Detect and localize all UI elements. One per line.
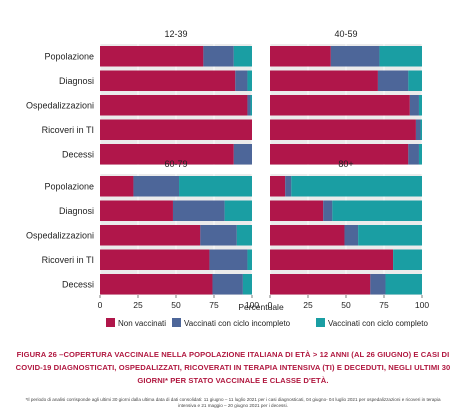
panel-title: 40-59	[334, 29, 357, 39]
bar-segment-2	[377, 70, 409, 91]
x-axis-label: Percentuale	[238, 302, 284, 312]
bar-segment-1	[100, 119, 252, 140]
panel-title: 80+	[338, 159, 353, 169]
bar-segment-2	[409, 95, 419, 116]
bar-segment-3	[247, 70, 252, 91]
bar-segment-1	[100, 225, 201, 246]
x-tick-label: 100	[415, 300, 429, 310]
bar-segment-3	[418, 144, 422, 165]
bar-segment-1	[270, 119, 416, 140]
bar-segment-1	[270, 176, 286, 197]
category-label: Popolazione	[44, 182, 94, 192]
x-tick-label: 75	[209, 300, 219, 310]
bar-segment-2	[415, 119, 421, 140]
bar-segment-1	[100, 249, 210, 270]
bar-segment-1	[100, 144, 234, 165]
category-label: Ricoveri in TI	[42, 125, 94, 135]
legend-swatch	[106, 318, 115, 327]
panel-title: 60-79	[164, 159, 187, 169]
bar-segment-1	[100, 274, 213, 295]
bar-segment-2	[200, 225, 237, 246]
bar-segment-1	[270, 70, 378, 91]
bar-segment-1	[270, 46, 331, 67]
bar-segment-2	[323, 200, 333, 221]
bar-segment-1	[270, 95, 410, 116]
bar-segment-2	[330, 46, 380, 67]
bar-segment-2	[235, 70, 248, 91]
bar-segment-1	[270, 225, 345, 246]
bar-segment-1	[100, 200, 173, 221]
bar-segment-3	[393, 249, 422, 270]
bar-segment-3	[332, 200, 422, 221]
bar-segment-1	[270, 249, 394, 270]
legend-swatch	[172, 318, 181, 327]
bar-segment-3	[233, 46, 252, 67]
bar-segment-1	[100, 95, 248, 116]
figure-footnote: *Il periodo di analisi corrisponde agli …	[25, 397, 441, 408]
x-tick-label: 25	[133, 300, 143, 310]
category-label: Ospedalizzazioni	[26, 101, 94, 111]
bar-segment-3	[179, 176, 252, 197]
bar-segment-1	[270, 144, 409, 165]
bar-segment-2	[209, 249, 248, 270]
x-tick-label: 50	[341, 300, 351, 310]
bar-segment-1	[100, 46, 204, 67]
legend-label: Vaccinati con ciclo completo	[328, 319, 428, 328]
x-tick-label: 0	[98, 300, 103, 310]
category-label: Diagnosi	[59, 76, 94, 86]
bar-segment-3	[247, 249, 252, 270]
x-tick-label: 25	[303, 300, 313, 310]
category-label: Decessi	[62, 280, 94, 290]
bar-segment-2	[172, 200, 225, 221]
bar-segment-1	[100, 176, 134, 197]
bar-segment-3	[291, 176, 422, 197]
category-label: Diagnosi	[59, 206, 94, 216]
vaccination-status-chart: 12-39 Popolazione Diagnosi Ospedalizzazioni…	[26, 29, 429, 328]
bar-segment-3	[408, 70, 422, 91]
bar-segment-3	[385, 274, 422, 295]
x-tick-label: 75	[379, 300, 389, 310]
panel-title: 12-39	[164, 29, 187, 39]
category-label: Ricoveri in TI	[42, 255, 94, 265]
legend-label: Non vaccinati	[118, 319, 166, 328]
bar-segment-2	[247, 95, 251, 116]
bar-segment-3	[418, 95, 422, 116]
x-tick-label: 0	[268, 300, 273, 310]
bar-segment-3	[420, 119, 422, 140]
bar-segment-1	[270, 200, 324, 221]
bar-segment-2	[285, 176, 292, 197]
bar-segment-1	[100, 70, 236, 91]
bar-segment-3	[236, 225, 252, 246]
x-tick-label: 100	[245, 300, 259, 310]
bar-segment-2	[408, 144, 419, 165]
bar-segment-3	[250, 95, 252, 116]
category-label: Ospedalizzazioni	[26, 231, 94, 241]
category-label: Decessi	[62, 150, 94, 160]
bar-segment-3	[242, 274, 252, 295]
figure-caption: Figura 26 –copertura vaccinale nella pop…	[15, 350, 451, 385]
bar-segment-2	[233, 144, 252, 165]
bar-segment-2	[344, 225, 359, 246]
legend-label: Vaccinati con ciclo incompleto	[184, 319, 291, 328]
x-tick-label: 50	[171, 300, 181, 310]
bar-segment-3	[358, 225, 422, 246]
bar-segment-3	[379, 46, 422, 67]
legend-swatch	[316, 318, 325, 327]
bar-segment-1	[270, 274, 371, 295]
bar-segment-3	[224, 200, 252, 221]
bar-segment-2	[133, 176, 180, 197]
bar-segment-2	[203, 46, 234, 67]
bar-segment-2	[212, 274, 243, 295]
bar-segment-2	[370, 274, 386, 295]
category-label: Popolazione	[44, 52, 94, 62]
